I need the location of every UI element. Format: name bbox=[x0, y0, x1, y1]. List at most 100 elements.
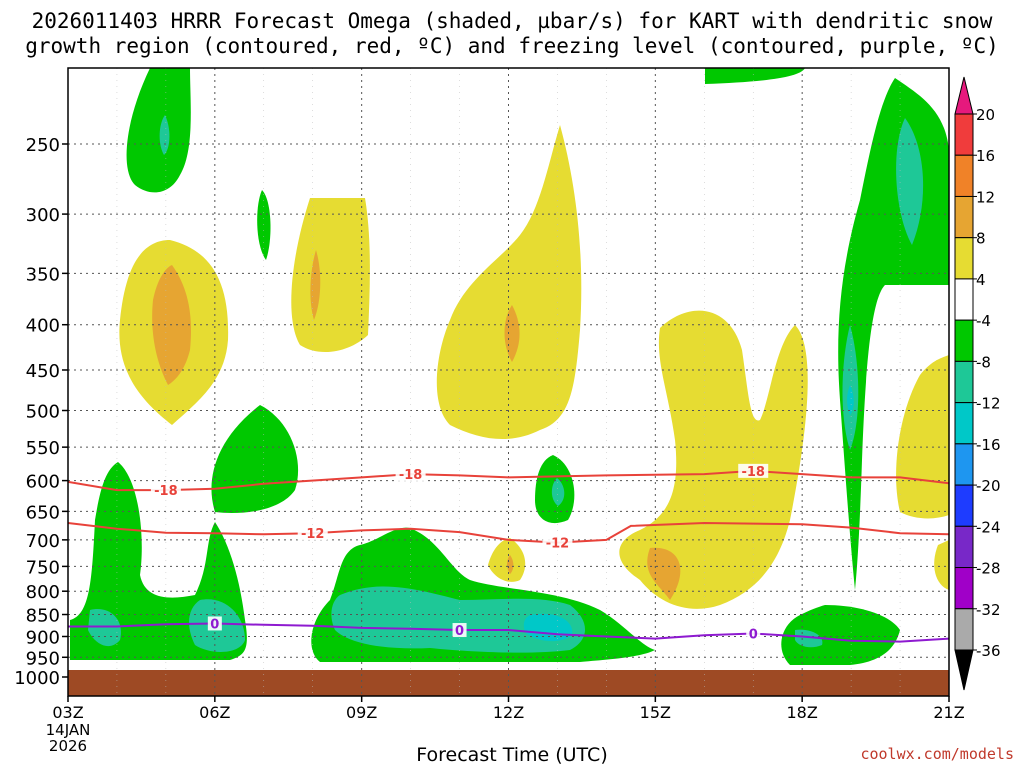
x-date-label: 2026 bbox=[49, 737, 87, 755]
colorbar-bin bbox=[954, 484, 974, 527]
contour-label-bg bbox=[395, 467, 426, 482]
contour-label: 0 bbox=[749, 627, 758, 642]
dgz-contour-minus18 bbox=[68, 469, 949, 492]
y-tick-label: 700 bbox=[26, 531, 60, 552]
colorbar-label: -8 bbox=[976, 353, 991, 371]
y-tick-label: 750 bbox=[26, 557, 60, 578]
contour-label: -18 bbox=[399, 468, 423, 483]
contour-label-bg bbox=[738, 463, 769, 478]
omega-region-yellow bbox=[934, 540, 949, 590]
colorbar-label: -28 bbox=[976, 560, 1001, 578]
x-tick-label: 12Z bbox=[493, 703, 524, 722]
omega-region-yellow bbox=[488, 538, 526, 582]
omega-region-teal bbox=[331, 586, 585, 653]
colorbar-label: -24 bbox=[976, 518, 1001, 536]
chart-title-line2: growth region (contoured, red, ºC) and f… bbox=[25, 34, 999, 58]
x-tick-label: 09Z bbox=[346, 703, 377, 722]
colorbar: 20 16 12 8 4 -4 -8 -12 -16 -20 -24 -28 -32 -36 bbox=[954, 76, 1001, 691]
colorbar-label: -16 bbox=[976, 436, 1001, 454]
contour-label: -18 bbox=[741, 465, 765, 480]
contour-label: -12 bbox=[546, 537, 570, 552]
x-axis-label: Forecast Time (UTC) bbox=[416, 744, 608, 766]
omega-region-green bbox=[211, 405, 299, 513]
colorbar-label: -4 bbox=[976, 312, 991, 330]
colorbar-bin bbox=[954, 443, 974, 486]
y-tick-label: 550 bbox=[26, 438, 60, 459]
omega-region-teal bbox=[88, 609, 121, 647]
contour-label: -18 bbox=[154, 484, 178, 499]
y-tick-label: 900 bbox=[26, 627, 60, 648]
colorbar-label: 4 bbox=[976, 271, 986, 289]
y-tick-label: 950 bbox=[26, 648, 60, 669]
colorbar-label: -20 bbox=[976, 477, 1001, 495]
contour-label: 0 bbox=[210, 617, 219, 632]
y-tick-label: 400 bbox=[26, 316, 60, 337]
grid bbox=[68, 68, 949, 696]
omega-shading bbox=[68, 68, 949, 696]
omega-region-orange bbox=[507, 555, 514, 574]
colorbar-label: 16 bbox=[976, 147, 995, 165]
colorbar-bin bbox=[954, 319, 974, 362]
y-tick-label: 450 bbox=[26, 361, 60, 382]
dgz-contour-minus12 bbox=[68, 521, 949, 544]
omega-region-green bbox=[705, 68, 805, 84]
chart-title-line1: 2026011403 HRRR Forecast Omega (shaded, … bbox=[31, 9, 993, 33]
contour-label-bg bbox=[150, 483, 181, 498]
omega-region-yellow bbox=[436, 125, 582, 440]
colorbar-label: -32 bbox=[976, 601, 1001, 619]
y-tick-label: 250 bbox=[26, 135, 60, 156]
y-tick-label: 350 bbox=[26, 264, 60, 285]
contour-label: 0 bbox=[455, 624, 464, 639]
omega-region-teal bbox=[896, 118, 924, 245]
colorbar-bin bbox=[954, 278, 974, 321]
colorbar-label: -12 bbox=[976, 395, 1001, 413]
colorbar-bin bbox=[954, 195, 974, 239]
x-tick-label: 18Z bbox=[787, 703, 818, 722]
colorbar-label: -36 bbox=[976, 642, 1001, 660]
colorbar-bin bbox=[954, 113, 974, 156]
y-tick-label: 300 bbox=[26, 205, 60, 226]
contour-label-bg bbox=[207, 616, 222, 631]
contour-label: -12 bbox=[301, 527, 325, 542]
y-tick-label: 650 bbox=[26, 502, 60, 523]
y-tick-label: 800 bbox=[26, 582, 60, 603]
contour-label-bg bbox=[297, 526, 328, 541]
colorbar-bin bbox=[954, 154, 974, 197]
x-tick-label: 06Z bbox=[199, 703, 230, 722]
x-tick-label: 15Z bbox=[640, 703, 671, 722]
colorbar-bottom-arrow bbox=[954, 649, 974, 691]
credit-text: coolwx.com/models bbox=[860, 745, 1014, 763]
omega-region-yellow bbox=[896, 355, 949, 519]
contour-label-bg bbox=[452, 623, 467, 638]
omega-region-teal bbox=[847, 385, 854, 415]
omega-region-green bbox=[126, 68, 191, 193]
omega-region-yellow bbox=[619, 310, 808, 609]
colorbar-label: 8 bbox=[976, 230, 986, 248]
omega-region-teal bbox=[795, 629, 823, 648]
omega-region-yellow bbox=[291, 198, 370, 353]
colorbar-bin bbox=[954, 525, 974, 569]
y-tick-label: 600 bbox=[26, 472, 60, 493]
x-tick-label: 21Z bbox=[933, 703, 964, 722]
y-tick-label: 500 bbox=[26, 402, 60, 423]
colorbar-label: 12 bbox=[976, 188, 995, 206]
colorbar-top-arrow bbox=[954, 76, 974, 115]
omega-region-teal bbox=[551, 478, 565, 506]
x-date-label: 14JAN bbox=[46, 721, 91, 739]
colorbar-bin bbox=[954, 237, 974, 280]
contour-labels: -18 -18 -18 -12 -12 0 0 0 bbox=[150, 463, 769, 642]
colorbar-bin bbox=[954, 360, 974, 404]
omega-region-orange bbox=[504, 305, 520, 362]
colorbar-bin bbox=[954, 402, 974, 445]
omega-region-green bbox=[781, 605, 900, 665]
y-axis: 2503003504004505005506006507007508008509… bbox=[14, 135, 68, 689]
y-tick-label: 1000 bbox=[14, 668, 60, 689]
colorbar-label: 20 bbox=[976, 106, 995, 124]
colorbar-bin bbox=[954, 567, 974, 610]
x-tick-label: 03Z bbox=[52, 703, 83, 722]
colorbar-bin bbox=[954, 608, 974, 651]
contour-label-bg bbox=[542, 535, 573, 550]
contour-label-bg bbox=[746, 626, 761, 641]
